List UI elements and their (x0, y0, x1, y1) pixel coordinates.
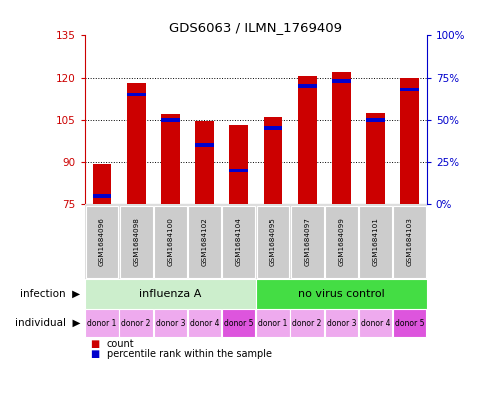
Bar (153, 206, 186, 277)
Bar (195, 143, 213, 147)
Bar (263, 117, 282, 204)
Text: ■: ■ (90, 339, 99, 349)
Text: donor 4: donor 4 (360, 319, 390, 328)
Title: GDS6063 / ILMN_1769409: GDS6063 / ILMN_1769409 (169, 21, 342, 34)
Bar (399, 88, 418, 91)
Text: GSM1684098: GSM1684098 (133, 217, 139, 266)
Text: GSM1684104: GSM1684104 (235, 217, 241, 266)
Bar (256, 279, 426, 309)
Bar (399, 77, 418, 204)
Bar (358, 206, 391, 277)
Bar (92, 194, 111, 198)
Bar (222, 206, 255, 277)
Bar (331, 79, 350, 83)
Text: influenza A: influenza A (139, 289, 201, 299)
Bar (393, 206, 425, 277)
Text: donor 2: donor 2 (121, 319, 151, 328)
Bar (161, 118, 180, 122)
Bar (290, 309, 323, 337)
Bar (119, 309, 152, 337)
Bar (331, 72, 350, 204)
Text: no virus control: no virus control (297, 289, 384, 299)
Text: GSM1684097: GSM1684097 (303, 217, 309, 266)
Text: GSM1684103: GSM1684103 (406, 217, 412, 266)
Text: donor 1: donor 1 (87, 319, 117, 328)
Bar (263, 127, 282, 130)
Text: donor 5: donor 5 (224, 319, 253, 328)
Text: GSM1684096: GSM1684096 (99, 217, 105, 266)
Bar (92, 163, 111, 204)
Bar (290, 206, 323, 277)
Bar (297, 76, 316, 204)
Text: GSM1684101: GSM1684101 (372, 217, 378, 266)
Text: count: count (106, 339, 134, 349)
Text: individual  ▶: individual ▶ (15, 318, 80, 328)
Bar (153, 309, 187, 337)
Text: donor 2: donor 2 (292, 319, 321, 328)
Bar (195, 121, 213, 204)
Bar (229, 125, 248, 204)
Bar (187, 309, 221, 337)
Bar (120, 206, 152, 277)
Bar (365, 113, 384, 204)
Bar (392, 309, 425, 337)
Text: donor 3: donor 3 (155, 319, 185, 328)
Bar (256, 206, 289, 277)
Text: donor 1: donor 1 (257, 319, 287, 328)
Text: donor 5: donor 5 (394, 319, 424, 328)
Text: donor 3: donor 3 (326, 319, 355, 328)
Bar (188, 206, 221, 277)
Text: ■: ■ (90, 349, 99, 359)
Bar (229, 169, 248, 173)
Bar (324, 309, 357, 337)
Text: GSM1684095: GSM1684095 (270, 217, 275, 266)
Bar (161, 114, 180, 204)
Text: percentile rank within the sample: percentile rank within the sample (106, 349, 271, 359)
Bar (85, 206, 118, 277)
Bar (126, 83, 145, 204)
Bar (222, 309, 255, 337)
Bar (256, 309, 289, 337)
Text: GSM1684102: GSM1684102 (201, 217, 207, 266)
Bar (85, 309, 119, 337)
Bar (126, 93, 145, 96)
Text: donor 4: donor 4 (189, 319, 219, 328)
Bar (324, 206, 357, 277)
Bar (297, 84, 316, 88)
Bar (365, 118, 384, 122)
Text: GSM1684100: GSM1684100 (167, 217, 173, 266)
Text: infection  ▶: infection ▶ (20, 289, 80, 299)
Text: GSM1684099: GSM1684099 (338, 217, 344, 266)
Bar (85, 279, 256, 309)
Bar (358, 309, 392, 337)
